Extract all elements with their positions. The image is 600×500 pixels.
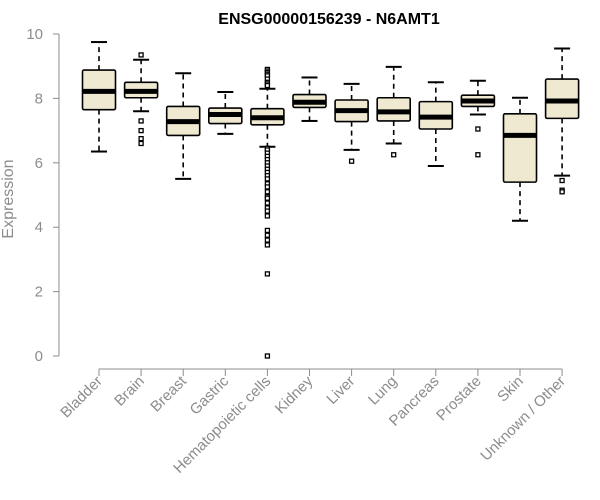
box-group: [418, 81, 454, 168]
plot-area: [81, 41, 580, 359]
box-group: [292, 76, 327, 122]
x-tick-label: Breast: [147, 372, 190, 415]
outlier-point: [264, 242, 271, 248]
x-tick-label: Prostate: [433, 373, 485, 425]
box-group: [165, 72, 201, 180]
outlier-point: [264, 184, 271, 190]
y-tick-label: 8: [35, 90, 43, 107]
y-tick-label: 2: [35, 284, 43, 301]
x-tick-label: Skin: [494, 373, 527, 406]
outlier-point: [475, 126, 481, 132]
outlier-point: [138, 135, 144, 142]
outlier-point: [264, 271, 271, 277]
box-group: [502, 96, 538, 222]
box-group: [334, 82, 369, 164]
outlier-point: [264, 237, 271, 243]
outlier-point: [348, 158, 355, 164]
outlier-point: [264, 227, 271, 234]
y-tick-label: 0: [35, 348, 43, 365]
y-tick-label: 10: [26, 26, 43, 43]
outlier-point: [138, 140, 144, 147]
outlier-point: [264, 213, 271, 219]
outlier-point: [138, 52, 144, 58]
box: [376, 96, 412, 122]
box-group: [123, 52, 159, 147]
box-group: [460, 79, 496, 158]
x-tick-label: Liver: [323, 373, 358, 408]
x-tick-label: Brain: [111, 373, 148, 410]
y-tick-label: 4: [35, 219, 43, 236]
x-tick-label: Bladder: [57, 373, 106, 422]
y-tick-label: 6: [35, 155, 43, 172]
x-tick-label: Lung: [365, 373, 401, 409]
box-group: [544, 47, 580, 195]
x-tick-label: Kidney: [272, 372, 317, 417]
y-axis-label: Expression: [0, 159, 17, 238]
box-group: [81, 41, 117, 153]
outlier-point: [264, 353, 271, 359]
outlier-point: [264, 195, 271, 201]
outlier-point: [264, 189, 271, 195]
outlier-point: [264, 200, 271, 206]
outlier-point: [264, 208, 271, 214]
outlier-point: [559, 189, 565, 195]
outlier-point: [391, 152, 397, 158]
chart-title: ENSG00000156239 - N6AMT1: [218, 11, 440, 28]
outlier-point: [138, 127, 144, 134]
box-group: [250, 66, 285, 359]
outlier-point: [264, 232, 271, 238]
outlier-point: [264, 176, 271, 182]
outlier-point: [475, 152, 481, 158]
y-axis: 0 2 4 6 8 10: [26, 26, 60, 365]
box-group: [208, 90, 243, 135]
outlier-point: [264, 82, 271, 89]
box-group: [376, 65, 412, 158]
box: [502, 113, 538, 183]
outlier-point: [138, 118, 144, 124]
outlier-point: [559, 177, 565, 184]
